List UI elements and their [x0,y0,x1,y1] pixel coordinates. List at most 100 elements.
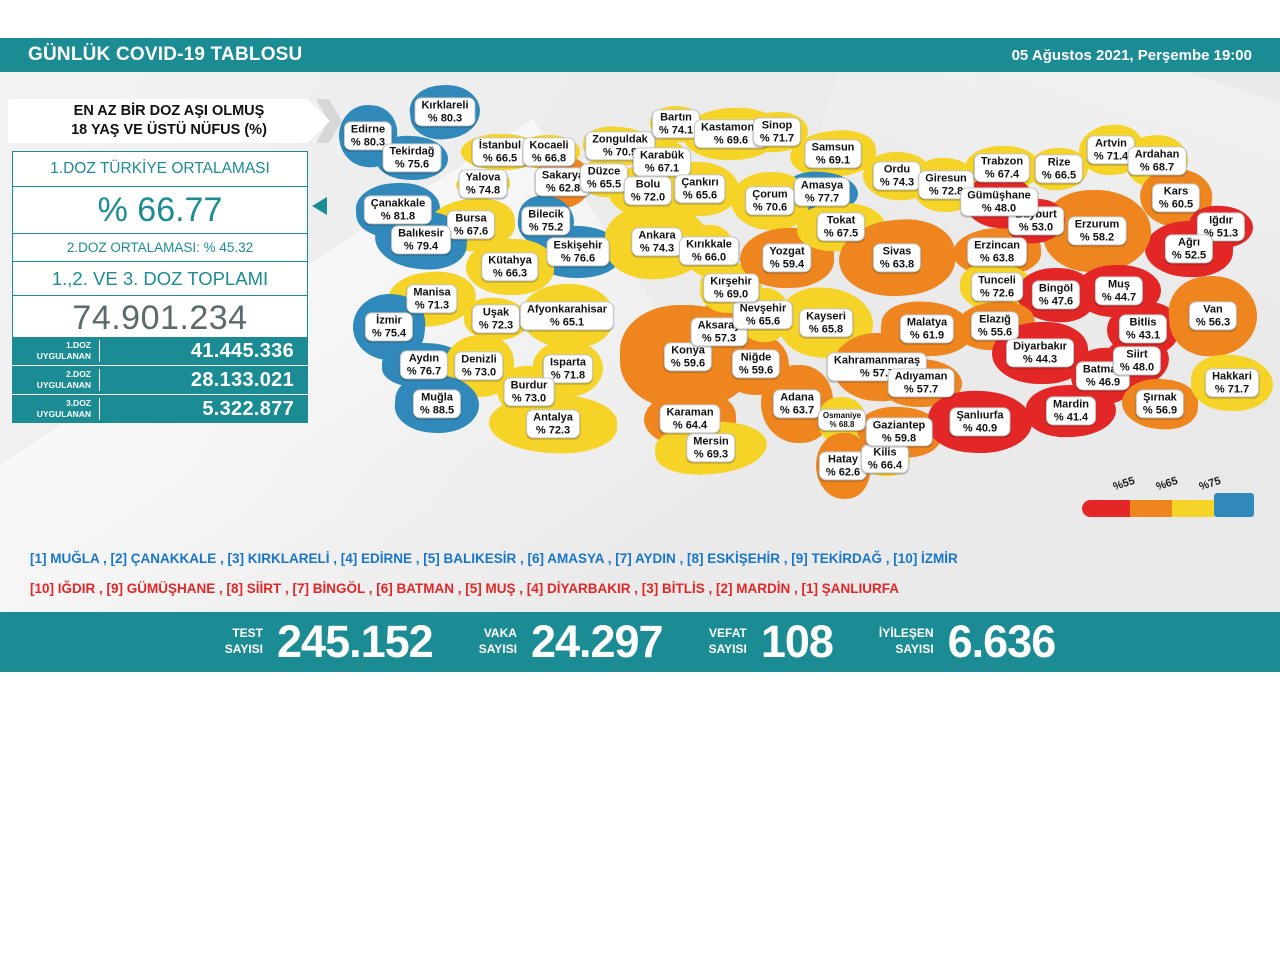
province-value: % 71.7 [759,132,795,144]
province-value: % 71.8 [550,369,586,381]
province-value: % 65.5 [586,178,622,190]
province-name: Ağrı [1178,236,1200,249]
province-label-afyonkarahisar: Afyonkarahisar% 65.1 [519,301,615,331]
province-name: Bingöl [1038,282,1074,295]
province-value: % 44.3 [1022,353,1058,365]
province-label-gümüşhane: Gümüşhane% 48.0 [960,187,1038,217]
province-value: % 66.0 [691,251,727,263]
province-label-çorum: Çorum% 70.6 [745,186,795,216]
province-value: % 41.4 [1053,411,1089,423]
province-value: % 66.8 [531,152,567,164]
province-name: İzmir [376,314,402,327]
stat-item: TEST SAYISI 245.152 [225,616,434,668]
province-label-kırklareli: Kırklareli% 80.3 [414,97,476,127]
province-value: % 65.1 [549,316,585,328]
province-value: % 72.6 [979,287,1015,299]
province-value: % 51.3 [1203,227,1239,239]
province-name: Osmaniye [822,410,862,420]
province-name: Kastamonu [701,121,761,134]
province-label-kahramanmaraş: Kahramanmaraş% 57.7 [826,352,928,382]
province-label-rize: Rize% 66.5 [1034,154,1084,184]
province-name: Çorum [752,188,788,201]
province-label-şırnak: Şırnak% 56.9 [1135,389,1185,419]
stat-label-line1: TEST [232,626,264,641]
province-name: Kilis [873,446,897,459]
province-value: % 79.4 [403,240,439,252]
province-name: Balıkesir [398,227,444,240]
province-name: Nevşehir [739,302,787,315]
province-name: Bilecik [528,208,564,221]
province-label-tokat: Tokat% 67.5 [816,212,866,242]
dose-row-label-line1: 3.DOZ [65,397,91,408]
province-label-bitlis: Bitlis% 43.1 [1118,314,1168,344]
province-label-kırıkkale: Kırıkkale% 66.0 [679,236,739,266]
province-label-muğla: Muğla% 88.5 [412,389,462,419]
province-name: Uşak [482,306,510,319]
province-name: Siirt [1126,348,1148,361]
top-bar: GÜNLÜK COVID-19 TABLOSU 05 Ağustos 2021,… [0,38,1280,72]
province-value: % 57.7 [903,383,939,395]
province-name: Bolu [635,178,661,191]
stat-label-line1: VAKA [483,626,517,641]
province-name: Diyarbakır [1013,340,1067,353]
province-value: % 77.7 [804,192,840,204]
province-label-diyarbakır: Diyarbakır% 44.3 [1006,338,1074,368]
dose-row-label-line1: 2.DOZ [65,368,91,379]
province-name: Isparta [549,356,587,369]
province-name: Rize [1047,156,1071,169]
province-name: Trabzon [980,155,1024,168]
province-value: % 76.7 [406,365,442,377]
province-label-eskişehir: Eskişehir% 76.6 [546,237,610,267]
province-value: % 68.7 [1139,161,1175,173]
province-label-samsun: Samsun% 69.1 [804,139,862,169]
province-value: % 57.7 [859,367,895,379]
province-value: % 73.0 [511,392,547,404]
legend-label: %65 [1154,474,1180,494]
province-value: % 67.1 [644,162,680,174]
province-label-ağrı: Ağrı% 52.5 [1164,234,1214,264]
province-label-osmaniye: Osmaniye% 68.8 [817,408,867,432]
province-name: Kocaeli [529,139,569,152]
dose-row-label-line2: UYGULANAN [36,351,91,361]
stat-value: 245.152 [277,616,434,667]
province-value: % 59.4 [769,258,805,270]
province-value: % 59.6 [670,357,706,369]
province-name: Muğla [421,391,453,404]
province-value: % 65.8 [808,323,844,335]
province-name: Erzincan [974,239,1020,252]
province-name: Tekirdağ [389,145,435,158]
province-label-ordu: Ordu% 74.3 [872,161,922,191]
province-name: Elazığ [979,313,1011,326]
province-label-düzce: Düzce% 65.5 [579,163,629,193]
province-label-erzincan: Erzincan% 63.8 [967,237,1027,267]
province-name: Burdur [510,379,548,392]
province-name: Karabük [639,149,685,162]
province-label-elazığ: Elazığ% 55.6 [970,311,1020,341]
province-name: Edirne [350,123,386,136]
province-value: % 44.7 [1101,291,1137,303]
province-label-erzurum: Erzurum% 58.2 [1067,216,1127,246]
province-name: İstanbul [478,139,522,152]
province-value: % 63.8 [979,252,1015,264]
province-value: % 62.6 [825,466,861,478]
province-name: Manisa [413,286,451,299]
province-name: Çanakkale [370,197,426,210]
province-name: Kırıkkale [686,238,732,251]
province-name: Tunceli [978,274,1016,287]
province-value: % 55.6 [977,326,1013,338]
dose-row-value: 5.322.877 [202,397,294,420]
province-value: % 46.9 [1085,376,1121,388]
province-name: Kütahya [488,254,532,267]
province-value: % 80.3 [427,112,463,124]
stat-label-line2: SAYISI [895,642,934,656]
province-label-uşak: Uşak% 72.3 [471,304,521,334]
province-label-çankırı: Çankırı% 65.6 [674,174,726,204]
province-label-adıyaman: Adıyaman% 57.7 [887,368,955,398]
province-name: Samsun [811,141,855,154]
province-name: Van [1203,303,1223,316]
province-value: % 69.1 [815,154,851,166]
top-provinces-row: [1] MUĞLA , [2] ÇANAKKALE , [3] KIRKLARE… [30,551,958,566]
dose-row: 3.DOZ UYGULANAN 5.322.877 [12,394,308,423]
province-label-karabük: Karabük% 67.1 [632,147,692,177]
province-label-mardin: Mardin% 41.4 [1045,396,1097,426]
